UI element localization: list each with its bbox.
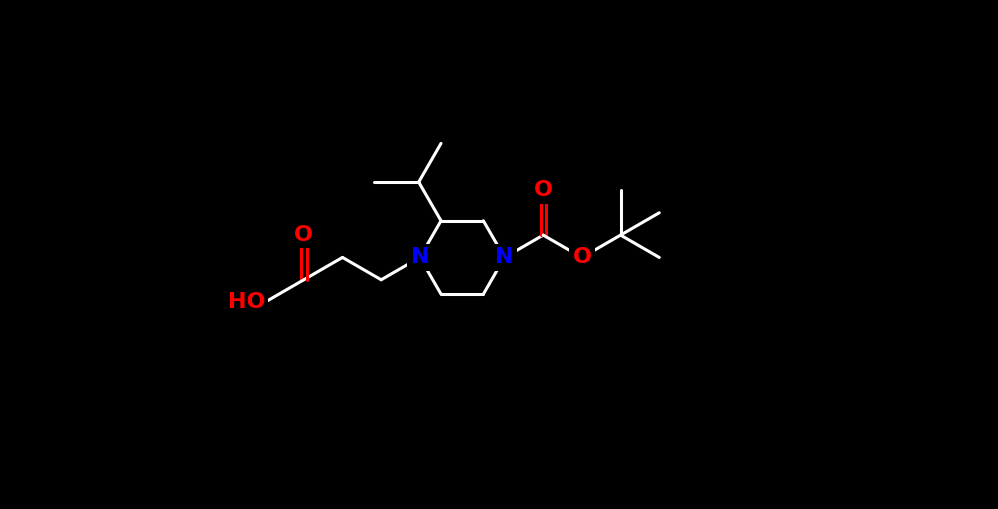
Text: HO: HO — [228, 292, 265, 312]
Text: N: N — [495, 247, 514, 267]
Text: O: O — [534, 180, 553, 201]
Text: N: N — [410, 247, 429, 267]
Text: O: O — [573, 247, 592, 267]
Text: O: O — [294, 225, 313, 245]
